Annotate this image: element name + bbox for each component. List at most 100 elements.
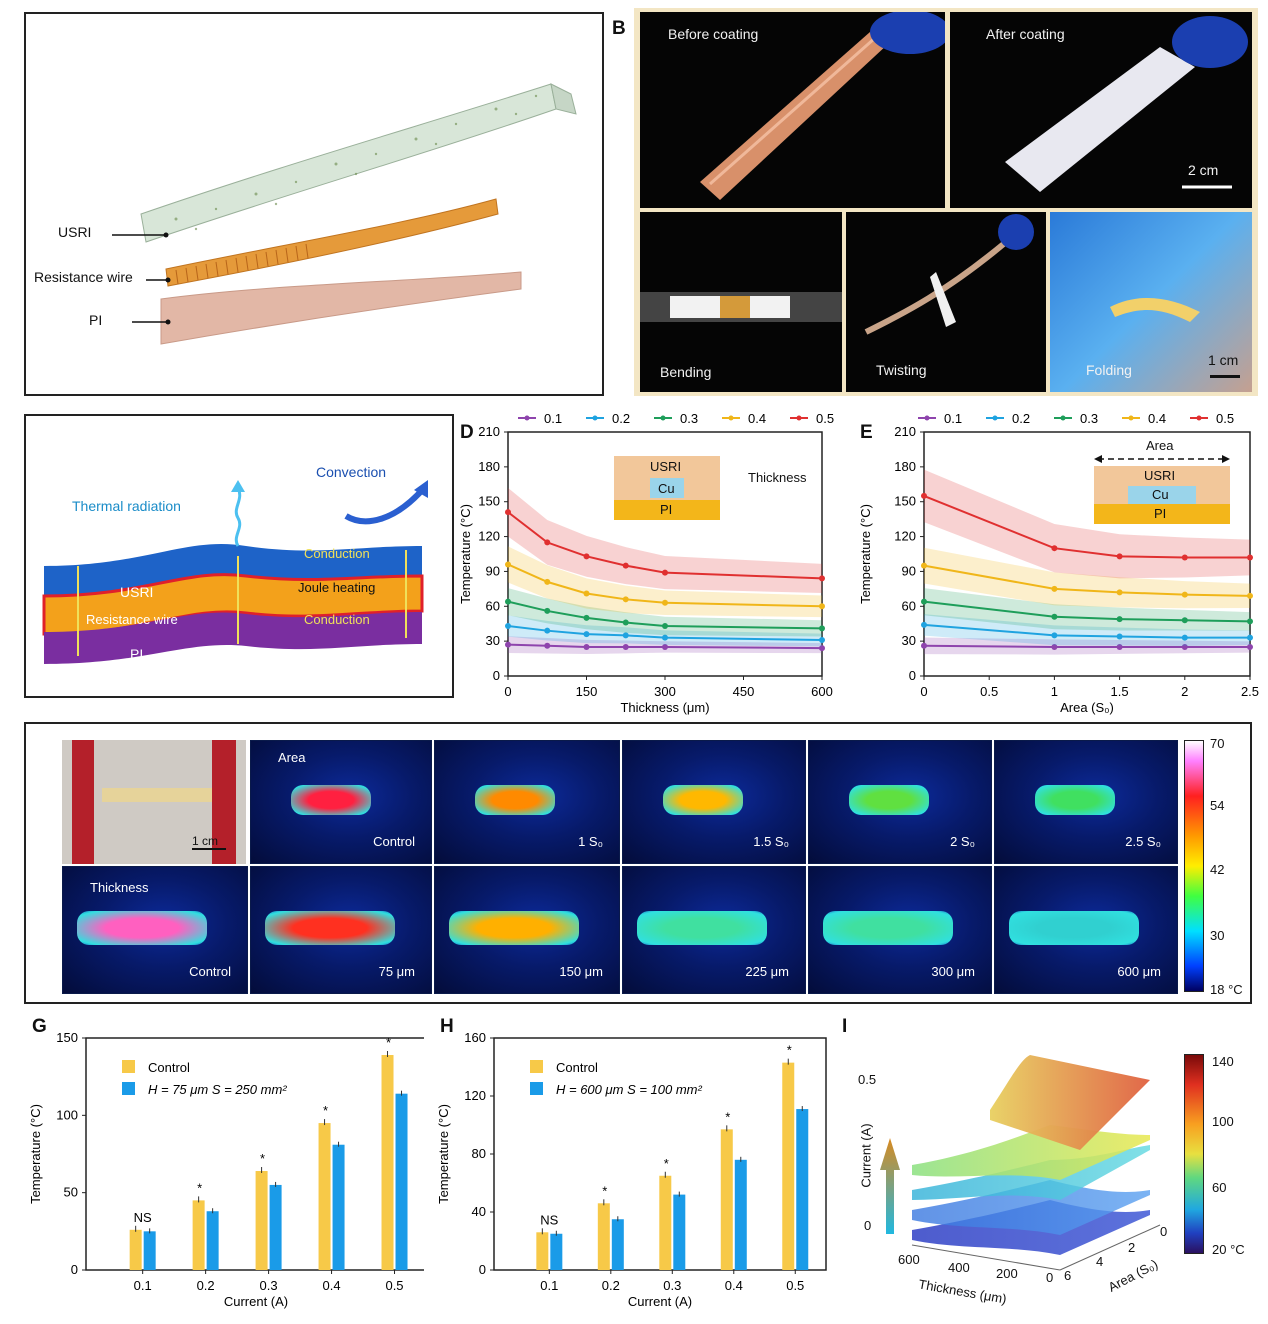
- surface-i-ztick-4: 4: [1096, 1254, 1104, 1269]
- y-tick-label: 90: [486, 563, 500, 578]
- bar-test: [395, 1093, 408, 1270]
- x-tick-label: 0.3: [260, 1278, 278, 1293]
- data-point: [544, 607, 551, 614]
- x-tick-label: 0.4: [323, 1278, 341, 1293]
- x-tick-label: 1: [1051, 684, 1058, 699]
- y-tick-label: 30: [902, 633, 916, 648]
- y-tick-label: 50: [64, 1185, 78, 1200]
- colorbar-f-tick-42: 42: [1210, 862, 1225, 877]
- colorbar-f-tick-54: 54: [1210, 798, 1225, 813]
- inset-e-pi-label: PI: [1154, 506, 1167, 521]
- bar-test: [269, 1184, 282, 1270]
- thermal-area-2: 1.5 S₀: [622, 740, 806, 864]
- x-tick-label: 0.2: [602, 1278, 620, 1293]
- label-usri: USRI: [58, 224, 92, 240]
- thermal-label: 2.5 S₀: [1125, 834, 1161, 849]
- chart-e: 0 30 60 90 120 150 180 210 0 0.5 1 1.5 2 2.5 Area (S₀)…: [858, 411, 1259, 715]
- surface-i-xtick-600: 600: [898, 1252, 920, 1267]
- heat-spot: [449, 911, 579, 945]
- y-tick-label: 40: [472, 1204, 486, 1219]
- inset-e-pi: [1094, 504, 1230, 524]
- colorbar-f-tick-30: 30: [1210, 928, 1225, 943]
- plot-frame: [923, 431, 1251, 677]
- bar-control: [381, 1055, 394, 1270]
- data-point: [622, 632, 629, 639]
- data-point: [1247, 618, 1253, 625]
- legend-marker: [728, 415, 734, 421]
- y-tick-label: 120: [478, 529, 500, 544]
- data-point: [1116, 589, 1123, 596]
- series-band-0.5: [924, 469, 1250, 579]
- data-point: [583, 631, 590, 638]
- data-point: [1051, 545, 1058, 552]
- legend-marker: [1196, 415, 1202, 421]
- data-point: [505, 509, 511, 516]
- data-point: [1116, 553, 1123, 560]
- colorbar-i-tick-60: 60: [1212, 1180, 1227, 1195]
- data-point: [505, 641, 511, 648]
- bar-test: [734, 1159, 747, 1270]
- y-tick-label: 150: [478, 494, 500, 509]
- bar-control: [659, 1175, 672, 1270]
- colorbar-i-tick-140: 140: [1212, 1054, 1234, 1069]
- legend-label: 0.3: [1080, 411, 1098, 426]
- x-tick-label: 0.3: [663, 1278, 681, 1293]
- legend-swatch-control: [530, 1060, 543, 1073]
- data-point: [819, 625, 825, 632]
- label-twisting: Twisting: [876, 362, 927, 378]
- surface-plot-i: [880, 1055, 1161, 1271]
- x-axis-label: Current (A): [628, 1294, 692, 1309]
- legend-label: 0.5: [1216, 411, 1234, 426]
- label-resistance-wire: Resistance wire: [34, 269, 133, 285]
- y-tick-label: 90: [902, 563, 916, 578]
- y-tick-label: 210: [894, 424, 916, 439]
- legend-marker: [1060, 415, 1066, 421]
- panel-label-i: I: [842, 1016, 848, 1037]
- surface-i-ytick-05: 0.5: [858, 1072, 877, 1087]
- heat-spot: [823, 911, 953, 945]
- data-point: [583, 614, 590, 621]
- y-tick-label: 60: [902, 598, 916, 613]
- legend-marker: [924, 415, 930, 421]
- label-resistance-wire-c: Resistance wire: [86, 612, 178, 627]
- data-point: [1051, 613, 1058, 620]
- data-point: [1247, 634, 1253, 641]
- data-point: [622, 562, 629, 569]
- legend-marker: [660, 415, 666, 421]
- surface-i-xtick-400: 400: [948, 1260, 970, 1275]
- x-axis-label: Thickness (μm): [620, 700, 709, 715]
- y-axis-label: Temperature (°C): [28, 1104, 43, 1204]
- chart-h: 0 40 80 120 160 0.1 NS 0.2 * 0.3 * 0.4 * 0.5 * Current …: [436, 1030, 827, 1309]
- data-point: [1247, 592, 1253, 599]
- thermal-label: Control: [373, 834, 415, 849]
- data-point: [921, 598, 927, 605]
- y-tick-label: 120: [894, 529, 916, 544]
- surface-i-xtick-200: 200: [996, 1266, 1018, 1281]
- colorbar-i: [1184, 1054, 1204, 1254]
- heat-spot: [291, 785, 371, 815]
- y-tick-label: 0: [493, 668, 500, 683]
- inset-d-pi: [614, 500, 720, 520]
- thermal-label: 225 μm: [745, 964, 789, 979]
- wire-coils: [175, 243, 309, 285]
- x-tick-label: 2.5: [1241, 684, 1259, 699]
- thermal-thickness-5: 600 μm: [994, 866, 1178, 994]
- label-bending: Bending: [660, 364, 712, 380]
- surface-i-ylabel: Current (A): [858, 1123, 874, 1188]
- significance-mark: *: [725, 1109, 730, 1124]
- legend-label-control: Control: [556, 1060, 598, 1075]
- conduction-arrows: [77, 550, 407, 656]
- series-line-0.3: [507, 600, 823, 630]
- photo-twisting: Twisting: [846, 212, 1046, 392]
- label-joule-heating: Joule heating: [298, 580, 376, 595]
- thermal-area-4: 2.5 S₀: [994, 740, 1178, 864]
- data-point: [622, 596, 629, 603]
- colorbar-f: [1184, 740, 1204, 992]
- x-tick-label: 300: [654, 684, 676, 699]
- thermal-label: 600 μm: [1117, 964, 1161, 979]
- legend-label: 0.4: [1148, 411, 1166, 426]
- resistance-wire-layer: [165, 198, 499, 287]
- data-point: [1051, 632, 1058, 639]
- bar-test: [550, 1233, 563, 1270]
- x-tick-label: 2: [1181, 684, 1188, 699]
